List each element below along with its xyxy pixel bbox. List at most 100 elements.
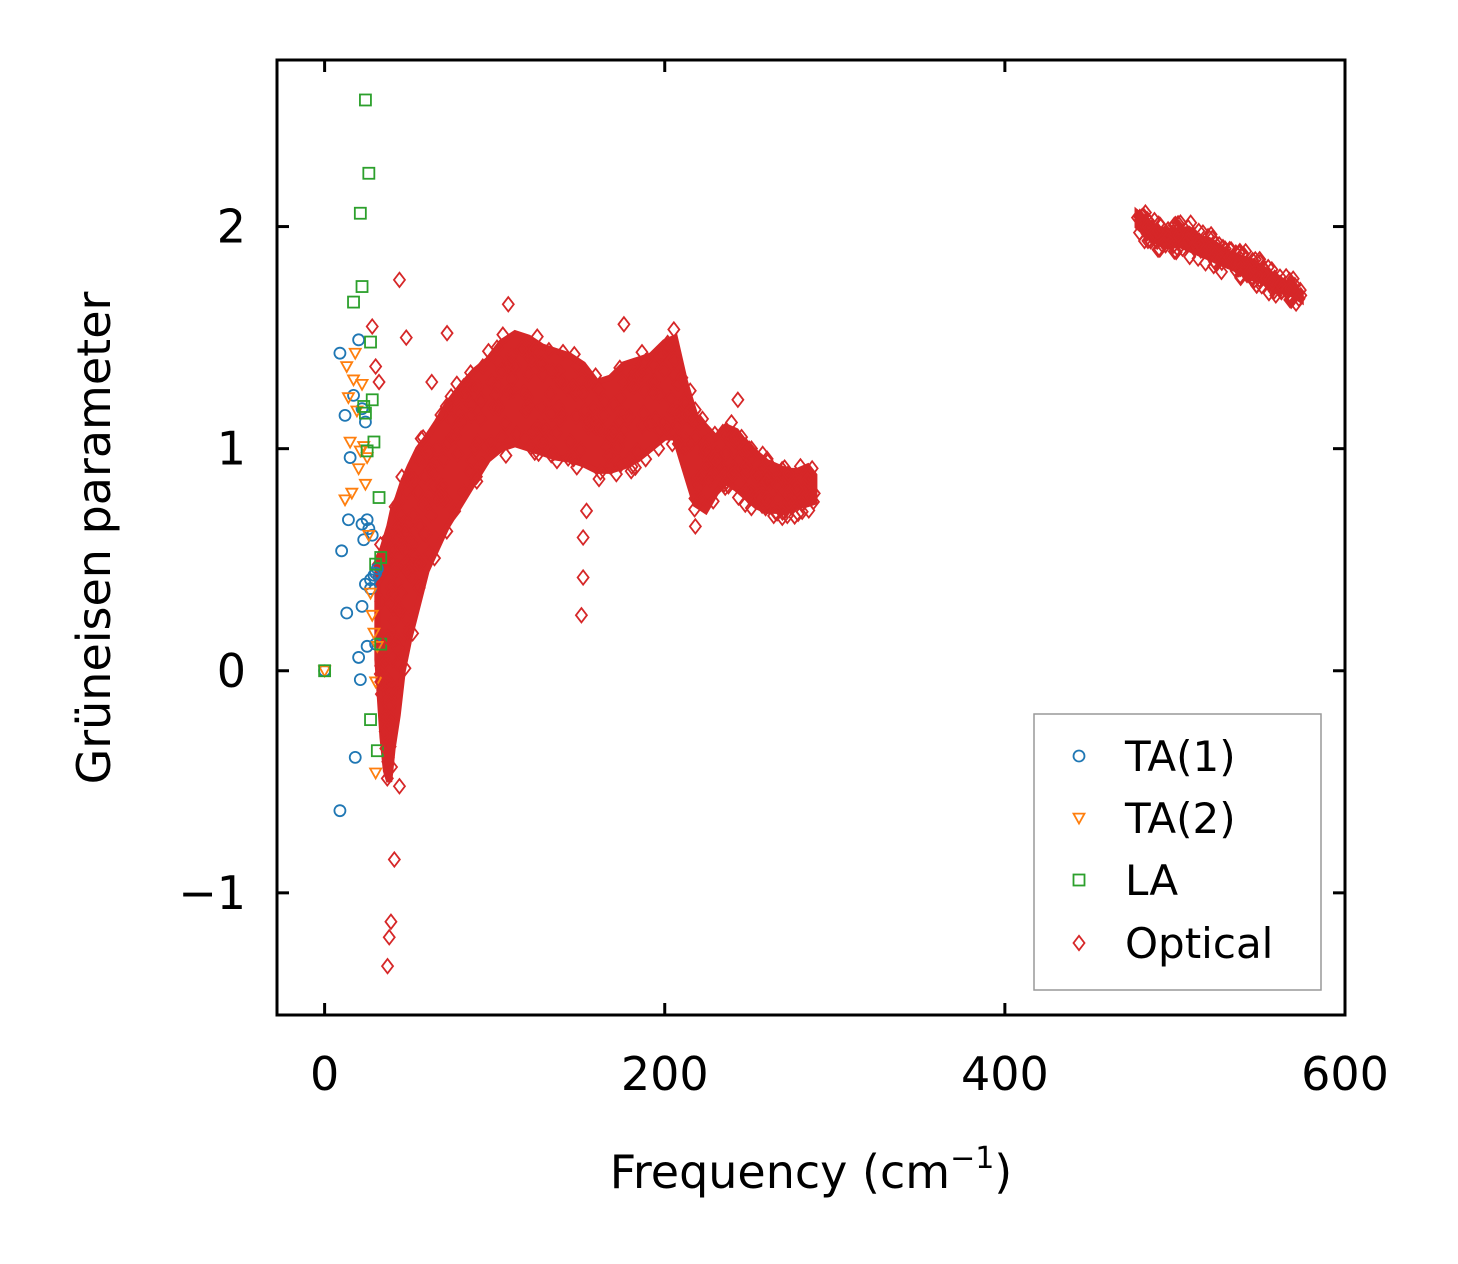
- optical-band-point: [594, 420, 608, 438]
- optical-point: [719, 444, 733, 462]
- optical-band-point: [653, 386, 667, 404]
- optical-point: [617, 373, 631, 391]
- optical-band-point: [726, 465, 740, 484]
- optical-band-point: [463, 462, 477, 481]
- optical-point: [369, 357, 383, 376]
- optical-band-point: [780, 507, 794, 525]
- x-tick-label: 0: [310, 1047, 339, 1101]
- optical-band-point: [485, 442, 499, 460]
- ta-1-point: [352, 333, 366, 347]
- optical-point: [379, 739, 393, 758]
- optical-point: [596, 406, 611, 424]
- optical-point: [382, 928, 396, 946]
- optical-point: [1243, 262, 1257, 280]
- ta-2-point: [360, 452, 375, 465]
- optical-band-point: [710, 445, 724, 463]
- la-point: [360, 444, 374, 458]
- optical-band-point: [528, 443, 542, 462]
- optical-band-point: [721, 477, 736, 495]
- y-tick-label: 2: [217, 200, 246, 254]
- ta-1-point: [352, 651, 366, 664]
- optical-band-point: [448, 427, 462, 445]
- optical-band-point: [617, 421, 631, 439]
- optical-band-point: [476, 357, 490, 376]
- optical-point: [658, 362, 672, 380]
- optical-point: [566, 377, 580, 396]
- ta-1-point: [347, 388, 360, 402]
- plot-frame: [275, 58, 1347, 1017]
- optical-band-point: [1142, 212, 1156, 231]
- optical-point: [709, 451, 723, 469]
- optical-point: [739, 457, 754, 476]
- optical-point: [501, 295, 515, 313]
- optical-band-point: [400, 482, 414, 500]
- optical-band-point: [635, 417, 650, 435]
- optical-band-point: [569, 408, 583, 426]
- optical-point: [1212, 235, 1226, 253]
- optical-band-point: [782, 493, 796, 511]
- optical-point: [1294, 286, 1308, 305]
- la-point: [355, 280, 369, 293]
- ta-1-point: [340, 606, 354, 620]
- optical-band-point: [645, 373, 660, 392]
- optical-band-point: [570, 458, 584, 476]
- optical-band-point: [795, 503, 809, 521]
- optical-band-point: [387, 611, 401, 629]
- optical-point: [1130, 209, 1145, 227]
- optical-band-point: [560, 379, 574, 397]
- optical-band-point: [553, 411, 567, 429]
- optical-band-point: [444, 411, 458, 429]
- optical-point: [440, 324, 454, 342]
- optical-band-point: [536, 431, 551, 449]
- ta-1-point: [333, 804, 347, 818]
- optical-band-point: [510, 425, 524, 443]
- optical-point: [576, 528, 590, 547]
- optical-point: [464, 406, 478, 424]
- optical-band-point: [384, 578, 398, 596]
- optical-band-point: [742, 440, 756, 458]
- optical-point: [389, 684, 403, 702]
- optical-band-point: [530, 328, 544, 346]
- optical-band-point: [802, 464, 817, 482]
- optical-band-point: [374, 592, 388, 611]
- ta-1-point: [359, 415, 372, 429]
- ta-1-point: [360, 513, 374, 527]
- optical-point: [1161, 229, 1175, 247]
- optical-band-point: [726, 459, 740, 477]
- optical-band-point: [384, 683, 399, 701]
- optical-band-point: [652, 421, 666, 439]
- optical-point: [384, 913, 398, 931]
- optical-point: [1141, 217, 1155, 236]
- optical-point: [790, 480, 805, 498]
- legend: TA(1) TA(2) LA Optical: [1033, 713, 1322, 991]
- optical-band-point: [1293, 281, 1307, 299]
- optical-point: [637, 382, 651, 400]
- optical-point: [406, 506, 420, 524]
- optical-band-point: [489, 376, 504, 395]
- x-tick-label: 200: [621, 1047, 709, 1101]
- optical-band-point: [731, 488, 746, 507]
- optical-point: [397, 539, 412, 558]
- optical-point: [579, 502, 594, 520]
- optical-band-point: [561, 449, 575, 468]
- optical-band-point: [444, 387, 458, 406]
- optical-band-point: [498, 414, 513, 433]
- optical-band-point: [434, 485, 448, 503]
- optical-band-point: [535, 436, 550, 454]
- ta-2-point: [366, 627, 381, 641]
- optical-band-point: [384, 758, 399, 776]
- ta-2-point: [368, 676, 383, 690]
- optical-point: [576, 568, 590, 587]
- optical-point: [437, 451, 451, 469]
- optical-band-point: [490, 339, 504, 357]
- ta-2-point: [358, 478, 373, 492]
- optical-band-point: [398, 659, 412, 677]
- optical-point: [505, 346, 519, 365]
- optical-point: [744, 440, 759, 458]
- optical-band-point: [581, 374, 596, 392]
- optical-band-point: [631, 443, 646, 461]
- legend-marker-optical: [1072, 934, 1086, 952]
- optical-band-point: [1184, 214, 1198, 232]
- optical-point: [574, 606, 589, 624]
